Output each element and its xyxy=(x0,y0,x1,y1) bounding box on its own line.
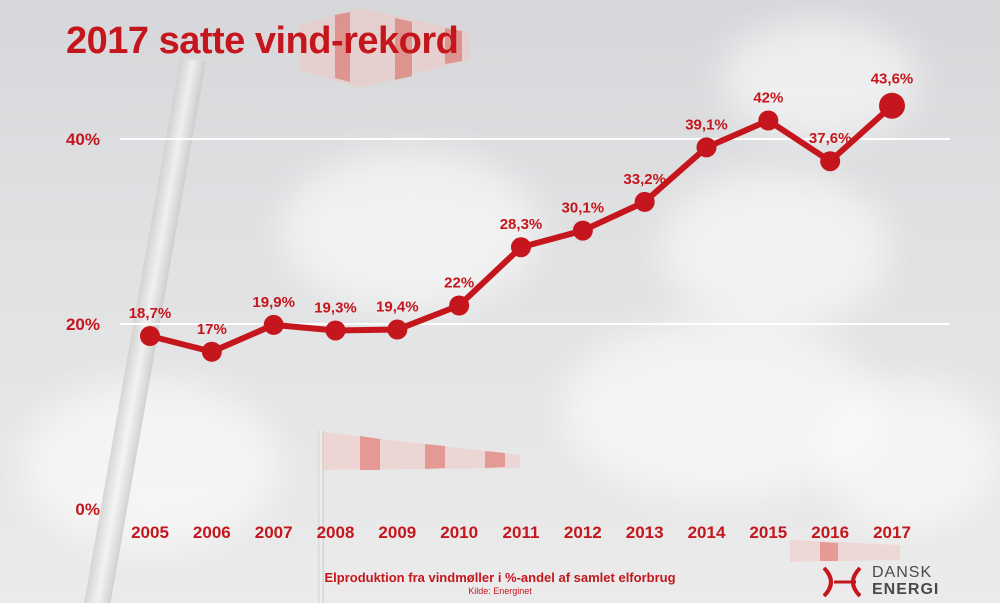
data-point xyxy=(879,92,905,119)
logo-mark-icon xyxy=(822,566,862,598)
windsock-pole-middle xyxy=(318,430,324,603)
data-label: 42% xyxy=(753,90,783,107)
x-tick-label: 2014 xyxy=(688,523,726,542)
y-axis-ticks: 0% 20% 40% xyxy=(66,130,100,519)
chart-source: Kilde: Energinet xyxy=(468,586,532,596)
y-tick-label: 40% xyxy=(66,130,100,149)
data-point xyxy=(140,326,160,347)
x-tick-label: 2013 xyxy=(626,523,664,542)
chart-caption: Elproduktion fra vindmøller i %-andel af… xyxy=(324,570,676,585)
x-axis-ticks: 2005 2006 2007 2008 2009 2010 2011 2012 2013 2014… xyxy=(131,523,911,542)
dansk-energi-logo: DANSK ENERGI xyxy=(820,562,1000,602)
data-label: 28,3% xyxy=(500,216,543,233)
data-label: 22% xyxy=(444,275,474,292)
x-tick-label: 2012 xyxy=(564,523,602,542)
page-title: 2017 satte vind-rekord xyxy=(66,20,459,62)
logo-text-energi: ENERGI xyxy=(872,581,940,598)
x-tick-label: 2011 xyxy=(503,523,540,542)
x-tick-label: 2016 xyxy=(811,523,849,542)
x-tick-label: 2007 xyxy=(255,523,293,542)
data-point xyxy=(696,137,717,158)
x-tick-label: 2006 xyxy=(193,523,231,542)
x-tick-label: 2008 xyxy=(317,523,355,542)
data-point xyxy=(634,191,655,212)
data-label: 19,4% xyxy=(376,299,419,316)
x-tick-label: 2005 xyxy=(131,523,169,542)
x-tick-label: 2009 xyxy=(378,523,416,542)
series-points xyxy=(140,92,905,362)
logo-text-dansk: DANSK xyxy=(872,564,933,581)
x-tick-label: 2017 xyxy=(873,523,911,542)
y-tick-label: 0% xyxy=(75,500,100,519)
data-point xyxy=(449,295,470,316)
data-point xyxy=(325,320,346,341)
data-label: 37,6% xyxy=(809,130,852,147)
grid-lines xyxy=(120,138,950,325)
data-label: 30,1% xyxy=(562,200,605,217)
data-point xyxy=(387,319,408,340)
data-point xyxy=(511,237,531,258)
data-labels: 18,7% 17% 19,9% 19,3% 19,4% 22% 28,3% 30,1% 33,2… xyxy=(129,71,914,338)
data-point xyxy=(201,341,222,362)
x-tick-label: 2010 xyxy=(440,523,478,542)
x-tick-label: 2015 xyxy=(749,523,787,542)
data-label: 17% xyxy=(197,321,227,338)
data-point xyxy=(820,151,841,172)
data-point xyxy=(758,110,779,131)
data-label: 39,1% xyxy=(685,116,728,133)
data-label: 19,3% xyxy=(314,299,357,316)
data-label: 19,9% xyxy=(252,294,295,311)
data-point xyxy=(263,314,284,335)
data-label: 43,6% xyxy=(871,71,914,88)
data-label: 33,2% xyxy=(623,171,666,188)
y-tick-label: 20% xyxy=(66,315,100,334)
data-point xyxy=(572,220,593,241)
data-label: 18,7% xyxy=(129,305,172,322)
